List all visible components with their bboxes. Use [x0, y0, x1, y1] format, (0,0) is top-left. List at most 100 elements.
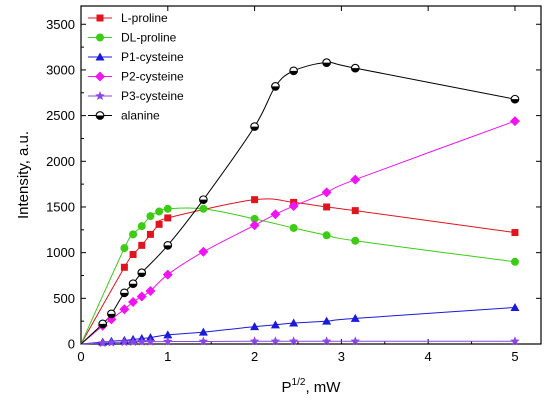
data-point-L-proline	[146, 230, 154, 238]
y-tick-label: 2000	[46, 154, 75, 169]
data-point-alanine	[120, 288, 129, 298]
data-point-P1-cysteine	[510, 302, 520, 311]
data-point-P1-cysteine	[289, 318, 299, 327]
series-line-DL-proline	[80, 207, 516, 345]
data-point-P2-cysteine	[145, 286, 156, 297]
data-point-P2-cysteine	[249, 220, 260, 231]
legend-marker	[95, 52, 105, 61]
data-point-alanine	[510, 94, 520, 104]
data-point-P2-cysteine	[288, 201, 299, 212]
data-point-P2-cysteine	[136, 291, 147, 302]
data-point-P2-cysteine	[198, 246, 209, 257]
legend-marker	[95, 111, 105, 120]
plot-area-border	[80, 5, 542, 345]
data-point-L-proline	[164, 214, 172, 222]
data-point-P1-cysteine	[198, 327, 208, 336]
data-point-alanine	[271, 82, 280, 91]
legend-item: L-proline	[88, 11, 168, 25]
data-point-P1-cysteine	[350, 313, 360, 322]
data-point-L-proline	[155, 220, 163, 228]
data-point-P3-cysteine	[137, 336, 147, 346]
y-tick-label: 1000	[46, 245, 75, 260]
data-point-alanine	[250, 122, 259, 131]
data-point-alanine	[137, 268, 147, 278]
data-point-P2-cysteine	[350, 174, 361, 185]
data-point-alanine	[322, 58, 331, 67]
data-point-DL-proline	[146, 212, 155, 221]
axis-ticks: 0 1 2 3 4 5 0 500 1000 1500 2000 2500 3000 3500	[46, 6, 541, 364]
x-axis-title-base: P	[282, 379, 292, 396]
y-axis-title: Intensity, a.u.	[15, 131, 32, 219]
data-point-P1-cysteine	[163, 330, 173, 339]
data-point-L-proline	[351, 207, 359, 215]
y-tick-label: 500	[53, 291, 75, 306]
data-point-P3-cysteine	[249, 336, 260, 346]
legend-item: P3-cysteine	[88, 89, 184, 103]
legend-item: alanine	[88, 109, 160, 123]
data-point-P2-cysteine	[128, 296, 139, 307]
data-point-alanine	[163, 240, 173, 250]
data-point-DL-proline	[129, 230, 138, 239]
legend-marker	[96, 14, 104, 22]
data-point-alanine	[128, 279, 138, 289]
y-tick-label: 1500	[46, 199, 75, 214]
data-point-P3-cysteine	[106, 337, 117, 347]
data-point-P1-cysteine	[322, 316, 332, 325]
data-point-alanine	[107, 309, 116, 319]
legend-label: P1-cysteine	[121, 50, 184, 64]
data-point-P2-cysteine	[119, 304, 130, 315]
x-tick-label: 2	[251, 349, 258, 364]
data-point-L-proline	[511, 229, 519, 237]
data-point-L-proline	[323, 203, 331, 211]
y-tick-label: 3500	[46, 17, 75, 32]
data-point-DL-proline	[322, 231, 331, 240]
legend-marker	[95, 91, 105, 101]
data-point-DL-proline	[155, 207, 164, 216]
data-point-L-proline	[138, 241, 146, 249]
data-point-DL-proline	[510, 257, 519, 266]
data-point-P1-cysteine	[250, 322, 260, 331]
data-point-L-proline	[129, 250, 137, 258]
data-point-alanine	[98, 319, 108, 329]
y-tick-label: 2500	[46, 108, 75, 123]
data-point-alanine	[350, 63, 360, 73]
x-tick-label: 5	[511, 349, 518, 364]
legend-label: P3-cysteine	[121, 89, 184, 103]
legend-item: P1-cysteine	[88, 50, 184, 64]
data-point-DL-proline	[199, 204, 208, 213]
data-point-alanine	[289, 66, 298, 76]
series-markers	[97, 58, 520, 348]
data-point-P2-cysteine	[162, 269, 173, 280]
series-line-P1-cysteine	[80, 306, 515, 345]
x-tick-label: 3	[338, 349, 345, 364]
data-point-DL-proline	[120, 244, 129, 253]
legend-label: P2-cysteine	[121, 70, 184, 84]
data-point-L-proline	[120, 263, 128, 271]
data-point-P1-cysteine	[270, 320, 280, 329]
x-axis-title: P1/2, mW	[282, 377, 342, 396]
y-tick-label: 3000	[46, 62, 75, 77]
x-axis-title-rest: , mW	[305, 379, 341, 396]
data-point-P2-cysteine	[270, 209, 281, 220]
data-point-P3-cysteine	[288, 336, 299, 346]
legend-label: L-proline	[121, 11, 168, 25]
data-point-P3-cysteine	[270, 336, 281, 346]
plot-frame	[80, 5, 542, 345]
data-point-L-proline	[251, 196, 259, 204]
legend-item: P2-cysteine	[88, 70, 184, 84]
data-point-DL-proline	[351, 236, 360, 245]
data-point-P3-cysteine	[119, 337, 130, 347]
data-point-P2-cysteine	[321, 187, 332, 198]
data-point-P3-cysteine	[510, 336, 520, 346]
legend: L-proline DL-proline P1-cysteine P2-cystein…	[88, 11, 184, 123]
x-tick-label: 1	[164, 349, 171, 364]
data-point-P3-cysteine	[321, 336, 332, 346]
data-point-P3-cysteine	[350, 336, 361, 346]
legend-marker	[95, 71, 105, 82]
data-point-P2-cysteine	[509, 116, 520, 127]
data-point-P3-cysteine	[145, 336, 156, 346]
data-point-P3-cysteine	[97, 338, 108, 348]
legend-item: DL-proline	[88, 31, 177, 45]
series-line-P2-cysteine	[80, 120, 516, 345]
data-point-DL-proline	[137, 222, 146, 231]
